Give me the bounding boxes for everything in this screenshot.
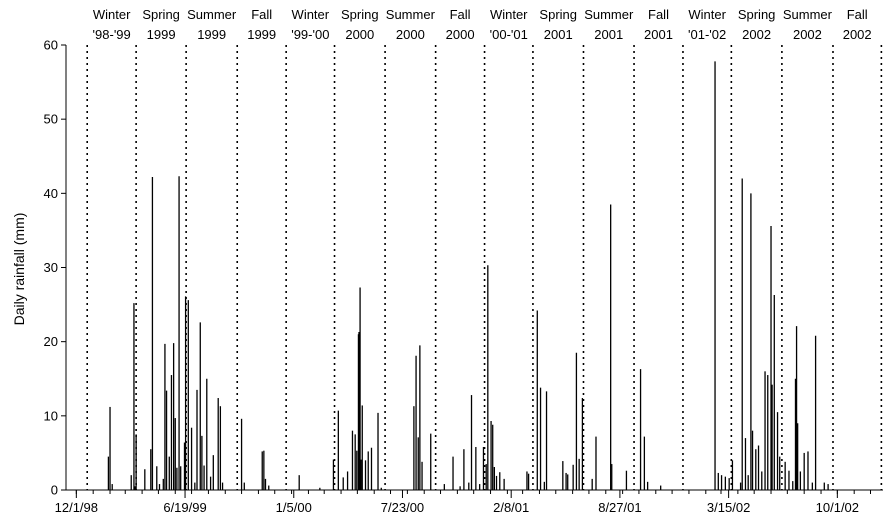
season-label: 2000 (345, 27, 374, 42)
season-label: 2000 (396, 27, 425, 42)
x-tick-label: 6/19/99 (163, 500, 206, 515)
y-tick-label: 0 (51, 483, 58, 498)
season-label: Fall (648, 7, 669, 22)
season-label: Winter (93, 7, 131, 22)
season-label: 1999 (197, 27, 226, 42)
season-label: Summer (187, 7, 237, 22)
y-axis-title: Daily rainfall (mm) (11, 213, 27, 326)
season-label: '98-'99 (93, 27, 131, 42)
season-label: Spring (341, 7, 379, 22)
season-label: 2002 (742, 27, 771, 42)
season-label: 1999 (147, 27, 176, 42)
season-label: 2001 (544, 27, 573, 42)
y-tick-label: 10 (44, 408, 58, 423)
x-tick-label: 1/5/00 (276, 500, 312, 515)
x-tick-label: 8/27/01 (598, 500, 641, 515)
season-label: 1999 (247, 27, 276, 42)
y-tick-label: 30 (44, 260, 58, 275)
x-tick-label: 7/23/00 (381, 500, 424, 515)
season-label: 2001 (594, 27, 623, 42)
y-tick-label: 60 (44, 38, 58, 53)
season-label: Summer (584, 7, 634, 22)
season-label: 2002 (843, 27, 872, 42)
x-tick-label: 3/15/02 (707, 500, 750, 515)
season-label: Fall (847, 7, 868, 22)
season-label: Winter (490, 7, 528, 22)
season-label: Winter (688, 7, 726, 22)
season-label: Fall (450, 7, 471, 22)
season-label: '00-'01 (490, 27, 528, 42)
x-tick-label: 12/1/98 (55, 500, 98, 515)
season-label: Spring (539, 7, 577, 22)
x-tick-label: 10/1/02 (816, 500, 859, 515)
season-label: Spring (142, 7, 180, 22)
y-tick-label: 40 (44, 186, 58, 201)
season-label: Spring (738, 7, 776, 22)
y-tick-label: 50 (44, 112, 58, 127)
season-label: Summer (783, 7, 833, 22)
season-label: '01-'02 (688, 27, 726, 42)
season-label: Summer (386, 7, 436, 22)
season-label: Winter (292, 7, 330, 22)
season-label: Fall (251, 7, 272, 22)
x-tick-label: 2/8/01 (493, 500, 529, 515)
y-tick-label: 20 (44, 334, 58, 349)
season-label: 2000 (446, 27, 475, 42)
season-label: '99-'00 (291, 27, 329, 42)
season-label: 2001 (644, 27, 673, 42)
season-label: 2002 (793, 27, 822, 42)
